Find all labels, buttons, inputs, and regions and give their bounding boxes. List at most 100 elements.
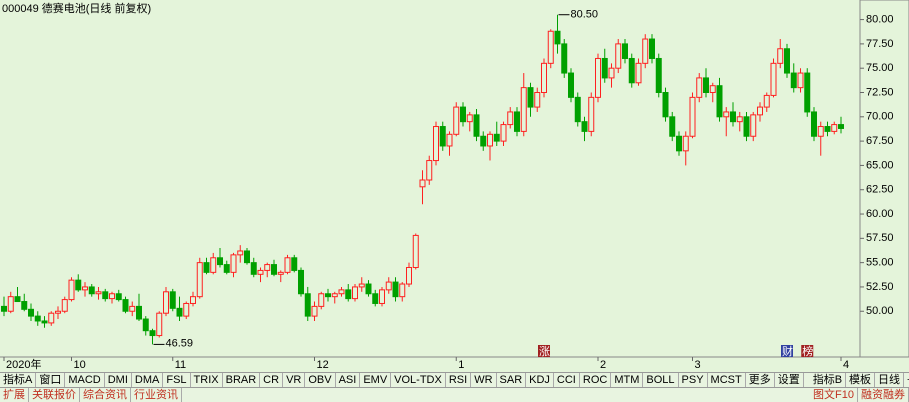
candle-body <box>655 57 662 93</box>
tab[interactable]: PSY <box>679 373 708 387</box>
candle-body <box>41 320 48 324</box>
tab[interactable]: 指标A <box>0 373 37 387</box>
indicator-tabs: 指标A 窗口 MACD DMI DMA FSL TRIX BRAR CR VR OBV ASI EMV V… <box>0 372 909 387</box>
candle-body <box>7 296 14 312</box>
tab[interactable]: VR <box>283 373 306 387</box>
y-tick-label: 50.00 <box>866 305 894 317</box>
candle-body <box>277 271 284 275</box>
tab[interactable]: 综合资讯 <box>80 388 131 402</box>
tab[interactable]: MTM <box>611 373 644 387</box>
tab[interactable]: 更多 <box>746 373 775 387</box>
tab[interactable]: TRIX <box>191 373 223 387</box>
candle-body <box>703 77 709 93</box>
tab[interactable]: FSL <box>163 373 191 387</box>
candle-body <box>136 305 142 320</box>
tab[interactable]: BRAR <box>223 373 261 387</box>
candle-body <box>230 254 237 273</box>
tab[interactable]: ASI <box>336 373 361 387</box>
candle-body <box>1 305 7 312</box>
candle-body <box>811 111 817 137</box>
x-tick-label: 3 <box>695 359 701 371</box>
candle-body <box>662 92 669 118</box>
candle-body <box>163 291 169 314</box>
tab[interactable]: 设置 <box>775 373 804 387</box>
candle-body <box>217 257 223 266</box>
candle-body <box>831 124 838 132</box>
event-label: 财 <box>782 344 793 358</box>
candle-body <box>412 234 419 269</box>
candle-body <box>190 296 196 304</box>
candle-body <box>588 96 595 132</box>
candle-body <box>372 293 379 304</box>
tab[interactable]: 图文F10 <box>810 388 858 402</box>
info-tabs: 扩展 关联报价 综合资讯 行业资讯 图文F10 融资融券 <box>0 387 909 402</box>
event-badge <box>801 345 814 357</box>
tab[interactable]: SAR <box>497 373 527 387</box>
candle-body <box>628 57 635 84</box>
candle-body <box>82 286 88 291</box>
candle-body <box>298 269 304 295</box>
candle-body <box>824 126 831 132</box>
event-badge <box>781 345 793 357</box>
y-tick-label: 80.00 <box>866 13 894 25</box>
tab[interactable]: 指标B <box>810 373 847 387</box>
tab[interactable]: 行业资讯 <box>131 388 182 402</box>
candle-body <box>838 124 844 129</box>
event-label: 榜 <box>802 344 813 358</box>
candle-body <box>156 312 163 337</box>
candle-body <box>480 135 487 147</box>
candle-body <box>210 257 217 273</box>
y-tick-label: 52.50 <box>866 281 894 293</box>
candle-body <box>149 330 156 337</box>
candle-body <box>527 87 534 108</box>
annotation-label: 80.50 <box>571 9 599 21</box>
candle-body <box>88 286 95 295</box>
tab[interactable]: MACD <box>65 373 105 387</box>
candle-body <box>392 281 399 298</box>
tab[interactable]: 关联报价 <box>29 388 80 402</box>
candle-body <box>257 269 264 275</box>
tab[interactable]: 日线 <box>875 373 905 387</box>
tab[interactable]: BOLL <box>643 373 679 387</box>
tab[interactable]: MCST <box>708 373 746 387</box>
candle-body <box>358 283 365 288</box>
tab[interactable]: OBV <box>305 373 336 387</box>
tab[interactable]: 窗口 <box>36 373 66 387</box>
candle-body <box>520 87 527 132</box>
candle-body <box>790 72 797 89</box>
candle-body <box>291 257 298 271</box>
y-tick-label: 75.00 <box>866 62 894 74</box>
tab[interactable]: RSI <box>446 373 472 387</box>
candle-body <box>21 301 28 310</box>
candle-body <box>318 293 325 307</box>
tab[interactable]: 扩展 <box>0 388 29 402</box>
tab[interactable]: VOL-TDX <box>391 373 446 387</box>
annotation-label: 46.59 <box>166 337 194 349</box>
tab[interactable]: DMI <box>105 373 132 387</box>
candle-body <box>75 279 82 291</box>
tab[interactable]: ROC <box>580 373 612 387</box>
tab[interactable]: KDJ <box>526 373 554 387</box>
candle-body <box>581 121 588 132</box>
tab[interactable]: + <box>904 373 909 387</box>
tab[interactable]: 模板 <box>846 373 876 387</box>
tab[interactable]: CCI <box>554 373 580 387</box>
tab[interactable]: EMV <box>360 373 392 387</box>
candle-body <box>345 289 352 300</box>
tab[interactable]: DMA <box>132 373 164 387</box>
tab[interactable]: CR <box>260 373 284 387</box>
y-tick-label: 70.00 <box>866 111 894 123</box>
candle-body <box>244 250 250 264</box>
candle-body <box>669 116 676 137</box>
event-label: 涨 <box>539 345 550 358</box>
tab[interactable]: WR <box>471 373 497 387</box>
candle-body <box>696 77 703 98</box>
candle-body <box>325 293 331 298</box>
candle-body <box>817 126 824 137</box>
candle-body <box>176 307 183 317</box>
tab[interactable]: 融资融券 <box>858 388 909 402</box>
x-tick-label: 2020年 <box>6 357 41 371</box>
y-tick-label: 67.50 <box>866 135 894 147</box>
candle-body <box>709 85 716 93</box>
